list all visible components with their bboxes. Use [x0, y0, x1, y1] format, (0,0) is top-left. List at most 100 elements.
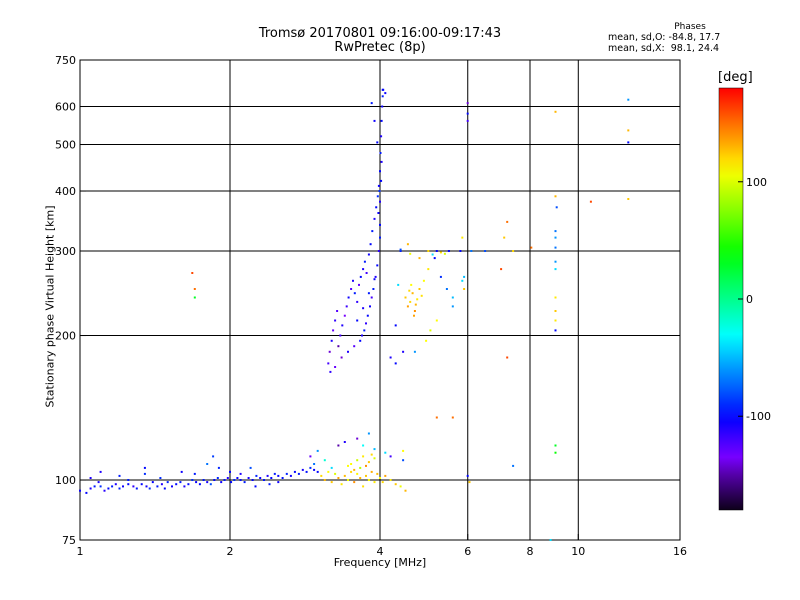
data-point — [323, 479, 326, 481]
data-point — [361, 334, 363, 337]
data-point — [337, 444, 340, 447]
data-point — [329, 370, 332, 373]
data-point — [372, 288, 375, 290]
data-point — [363, 260, 366, 263]
data-point — [281, 477, 284, 479]
data-point — [99, 485, 102, 488]
y-tick-label: 600 — [55, 101, 76, 114]
data-point — [555, 206, 558, 209]
data-point — [270, 477, 273, 479]
data-point — [195, 481, 198, 484]
chart-title: Tromsø 20170801 09:16:00-09:17:43 — [258, 26, 502, 41]
data-point — [377, 184, 380, 187]
data-point — [512, 250, 515, 252]
data-point — [506, 356, 509, 359]
data-point — [365, 322, 367, 325]
data-point — [379, 477, 381, 479]
data-point — [373, 448, 376, 451]
data-point — [380, 179, 383, 182]
data-point — [554, 268, 557, 271]
data-point — [347, 464, 349, 467]
data-point — [93, 485, 96, 488]
data-point — [399, 248, 402, 251]
data-point — [277, 481, 280, 484]
data-point — [350, 463, 353, 465]
data-point — [554, 451, 557, 454]
data-point — [353, 292, 356, 295]
data-point — [356, 319, 359, 322]
data-point — [89, 477, 92, 479]
data-point — [339, 334, 342, 337]
data-point — [285, 472, 288, 475]
data-point — [301, 468, 304, 471]
data-point — [160, 483, 163, 486]
data-point — [554, 246, 557, 249]
data-point — [356, 300, 359, 303]
data-point — [380, 119, 383, 122]
data-point — [193, 472, 196, 475]
data-point — [352, 279, 354, 282]
data-point — [293, 470, 296, 473]
data-point — [362, 307, 365, 310]
x-tick-label: 8 — [527, 545, 534, 558]
data-point — [439, 275, 442, 278]
data-point — [399, 250, 402, 252]
data-point — [330, 481, 333, 484]
data-point — [402, 459, 405, 462]
data-point — [362, 268, 365, 271]
data-point — [370, 296, 373, 299]
y-axis-label: Stationary phase Virtual Height [km] — [43, 205, 57, 408]
data-point — [249, 466, 252, 469]
data-point — [143, 466, 146, 469]
data-point — [243, 481, 246, 484]
data-point — [151, 481, 154, 484]
data-point — [370, 102, 373, 105]
data-point — [107, 487, 110, 490]
data-point — [530, 246, 533, 249]
data-point — [409, 300, 412, 303]
data-point — [114, 483, 117, 486]
data-point — [213, 479, 216, 481]
data-point — [359, 477, 362, 479]
data-point — [297, 472, 300, 475]
x-tick-label: 2 — [227, 545, 234, 558]
data-point — [394, 362, 397, 365]
data-point — [406, 305, 409, 308]
data-point — [223, 479, 226, 481]
data-point — [356, 437, 359, 440]
data-point — [451, 296, 454, 299]
data-point — [379, 170, 381, 173]
data-point — [425, 339, 428, 342]
data-point — [466, 112, 469, 115]
data-point — [554, 444, 557, 447]
data-point — [239, 479, 242, 481]
data-point — [365, 272, 368, 274]
data-point — [132, 485, 135, 488]
data-point — [356, 459, 359, 462]
y-tick-label: 750 — [55, 54, 76, 67]
data-point — [373, 119, 376, 122]
data-point — [143, 472, 146, 475]
data-point — [118, 474, 121, 477]
data-point — [336, 310, 339, 312]
data-point — [422, 279, 425, 282]
data-point — [353, 468, 356, 471]
data-point — [343, 314, 346, 317]
data-point — [376, 472, 379, 475]
data-point — [459, 250, 462, 252]
data-point — [394, 324, 397, 327]
data-point — [359, 339, 362, 342]
x-axis-label: Frequency [MHz] — [333, 556, 427, 569]
data-point — [198, 483, 201, 486]
data-point — [323, 459, 326, 462]
data-point — [373, 217, 376, 220]
data-point — [356, 472, 359, 475]
data-point — [416, 298, 419, 301]
colorbar-label: [deg] — [718, 70, 753, 85]
data-point — [394, 483, 397, 486]
data-point — [220, 481, 223, 484]
data-point — [316, 470, 319, 473]
data-point — [341, 324, 344, 327]
data-point — [367, 292, 370, 295]
